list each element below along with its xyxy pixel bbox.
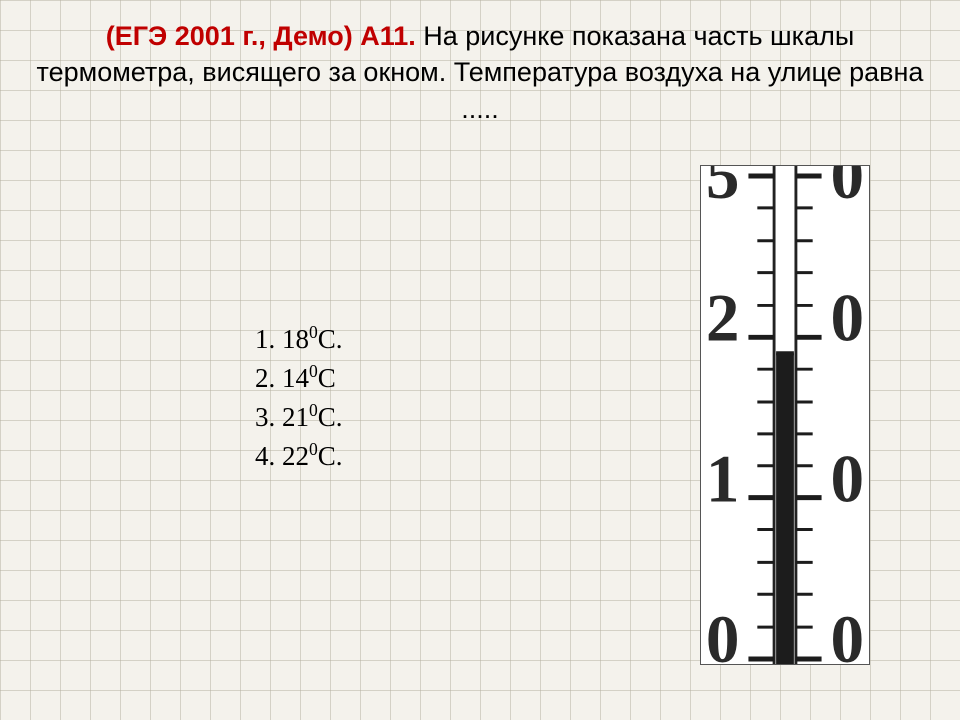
svg-text:0: 0	[830, 441, 864, 516]
answer-option: 2. 140C	[255, 359, 343, 398]
svg-text:0: 0	[830, 280, 864, 355]
answer-options: 1. 180C.2. 140C3. 210C.4. 220C.	[255, 320, 343, 477]
answer-option: 1. 180C.	[255, 320, 343, 359]
slide-content: (ЕГЭ 2001 г., Демо) А11. На рисунке пока…	[0, 0, 960, 720]
question-text: (ЕГЭ 2001 г., Демо) А11. На рисунке пока…	[0, 0, 960, 127]
svg-text:0: 0	[706, 602, 740, 664]
answer-option: 4. 220C.	[255, 437, 343, 476]
thermometer-svg: 5 0 2 0 1 0 0 0	[701, 166, 869, 664]
question-prefix: (ЕГЭ 2001 г., Демо) А11.	[106, 21, 416, 51]
svg-text:0: 0	[830, 602, 864, 664]
thermometer-figure: 5 0 2 0 1 0 0 0	[700, 165, 870, 665]
svg-text:2: 2	[706, 280, 740, 355]
svg-text:0: 0	[830, 166, 864, 213]
svg-text:1: 1	[706, 441, 740, 516]
svg-text:5: 5	[706, 166, 740, 213]
answer-option: 3. 210C.	[255, 398, 343, 437]
